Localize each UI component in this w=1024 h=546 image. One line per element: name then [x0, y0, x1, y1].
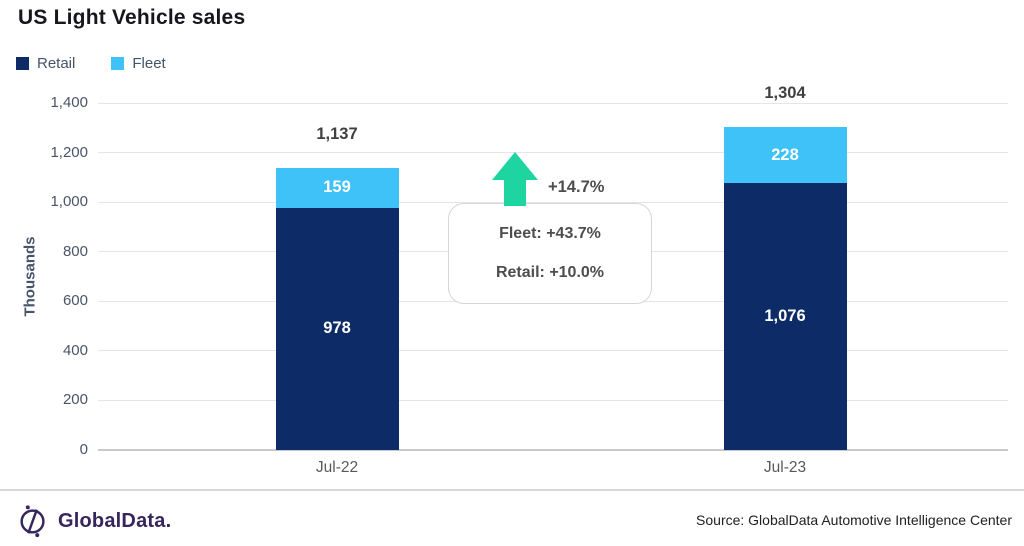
bar-segment-retail: 978 [275, 207, 399, 450]
retail-swatch-icon [16, 57, 29, 70]
x-tick-label: Jul-22 [315, 459, 359, 476]
y-tick-label: 200 [62, 391, 88, 409]
y-tick-label: 400 [62, 341, 88, 359]
chart-title: US Light Vehicle sales [18, 6, 246, 29]
bar-segment-fleet: 228 [723, 126, 847, 184]
bar-value-label: 159 [323, 178, 351, 197]
bar-total-label: 1,137 [316, 125, 358, 144]
legend-label-retail: Retail [37, 55, 76, 72]
gridline [98, 102, 1008, 104]
up-arrow-shape [492, 152, 538, 206]
fleet-change-label: Fleet: +43.7% [499, 225, 601, 242]
legend-item-retail: Retail [16, 55, 75, 72]
globaldata-logo: GlobalData. [16, 503, 171, 539]
gridline [98, 399, 1008, 401]
gridline [98, 201, 1008, 203]
retail-change-label: Retail: +10.0% [495, 264, 605, 281]
bar-segment-retail: 1,076 [723, 183, 847, 450]
bar-value-label: 1,076 [764, 307, 806, 326]
footer-divider [0, 489, 1024, 491]
y-tick-label: 1,200 [50, 143, 88, 161]
legend-label-fleet: Fleet [132, 55, 166, 72]
y-tick-label: 800 [62, 242, 88, 260]
gridline [98, 350, 1008, 352]
bar-segment-fleet: 159 [275, 168, 399, 208]
y-tick-label: 0 [79, 441, 88, 458]
change-callout-box: Fleet: +43.7% Retail: +10.0% [448, 203, 652, 304]
bar-value-label: 228 [771, 145, 799, 164]
y-tick-label: 1,400 [50, 94, 88, 111]
gridline [98, 152, 1008, 154]
globaldata-logo-text: GlobalData. [58, 509, 172, 532]
globaldata-logo-icon [20, 505, 45, 538]
bar-value-label: 978 [323, 319, 351, 338]
growth-arrow-icon [491, 152, 539, 206]
legend-item-fleet: Fleet [111, 55, 166, 72]
bar-total-label: 1,304 [764, 83, 806, 102]
legend: Retail Fleet [16, 55, 166, 72]
fleet-swatch-icon [111, 57, 125, 70]
gridline [98, 449, 1008, 451]
y-tick-label: 600 [62, 292, 88, 310]
source-text: Source: GlobalData Automotive Intelligen… [696, 512, 1012, 528]
y-tick-label: 1,000 [50, 193, 88, 211]
overall-change-label: +14.7% [548, 178, 605, 196]
x-tick-label: Jul-23 [763, 459, 807, 476]
